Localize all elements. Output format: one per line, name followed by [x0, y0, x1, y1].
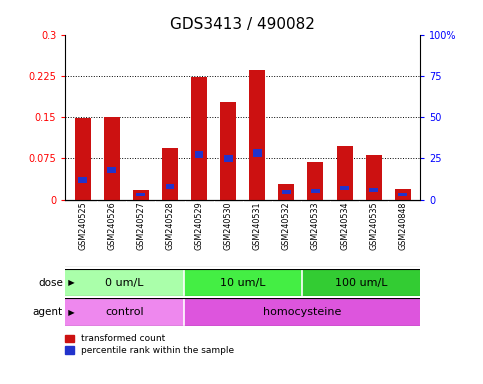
Bar	[337, 146, 353, 200]
Text: ▶: ▶	[63, 308, 74, 317]
Bar	[166, 184, 174, 189]
Legend: transformed count, percentile rank within the sample: transformed count, percentile rank withi…	[65, 334, 234, 355]
Bar	[133, 190, 149, 200]
Bar	[308, 162, 324, 200]
Bar	[253, 149, 262, 157]
Text: GSM240525: GSM240525	[78, 202, 87, 250]
Bar	[195, 151, 203, 159]
Bar	[249, 70, 265, 200]
Bar	[366, 154, 382, 200]
Text: GSM240531: GSM240531	[253, 202, 262, 250]
Bar	[78, 177, 87, 183]
Title: GDS3413 / 490082: GDS3413 / 490082	[170, 17, 315, 32]
Text: 10 um/L: 10 um/L	[220, 278, 266, 288]
Bar	[224, 154, 232, 162]
Text: GSM240532: GSM240532	[282, 202, 291, 250]
Bar	[104, 117, 120, 200]
Text: GSM240530: GSM240530	[224, 202, 233, 250]
Bar	[340, 186, 349, 190]
Bar	[107, 167, 116, 173]
Bar	[220, 102, 236, 200]
Bar	[398, 193, 407, 196]
Bar	[302, 269, 420, 296]
Text: GSM240848: GSM240848	[398, 202, 407, 250]
Bar	[75, 118, 91, 200]
Bar	[137, 193, 145, 196]
Text: agent: agent	[33, 307, 63, 317]
Bar	[191, 78, 207, 200]
Bar	[65, 269, 184, 296]
Bar	[282, 190, 291, 194]
Text: GSM240535: GSM240535	[369, 202, 378, 250]
Text: GSM240526: GSM240526	[107, 202, 116, 250]
Text: homocysteine: homocysteine	[263, 307, 341, 317]
Bar	[395, 189, 411, 200]
Text: control: control	[105, 307, 143, 317]
Bar	[65, 298, 184, 326]
Bar	[311, 189, 320, 192]
Text: GSM240527: GSM240527	[136, 202, 145, 250]
Bar	[184, 298, 420, 326]
Text: GSM240534: GSM240534	[340, 202, 349, 250]
Text: ▶: ▶	[63, 278, 74, 287]
Bar	[184, 269, 302, 296]
Text: GSM240528: GSM240528	[166, 202, 174, 250]
Text: 0 um/L: 0 um/L	[105, 278, 143, 288]
Text: dose: dose	[38, 278, 63, 288]
Text: GSM240533: GSM240533	[311, 202, 320, 250]
Bar	[369, 187, 378, 192]
Bar	[162, 149, 178, 200]
Text: GSM240529: GSM240529	[195, 202, 203, 250]
Bar	[278, 184, 294, 200]
Text: 100 um/L: 100 um/L	[335, 278, 387, 288]
